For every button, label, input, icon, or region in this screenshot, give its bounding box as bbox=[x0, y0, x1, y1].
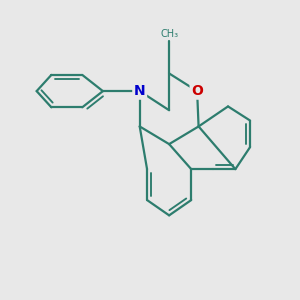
Text: CH₃: CH₃ bbox=[160, 29, 178, 39]
Text: N: N bbox=[134, 84, 146, 98]
Text: O: O bbox=[191, 84, 203, 98]
